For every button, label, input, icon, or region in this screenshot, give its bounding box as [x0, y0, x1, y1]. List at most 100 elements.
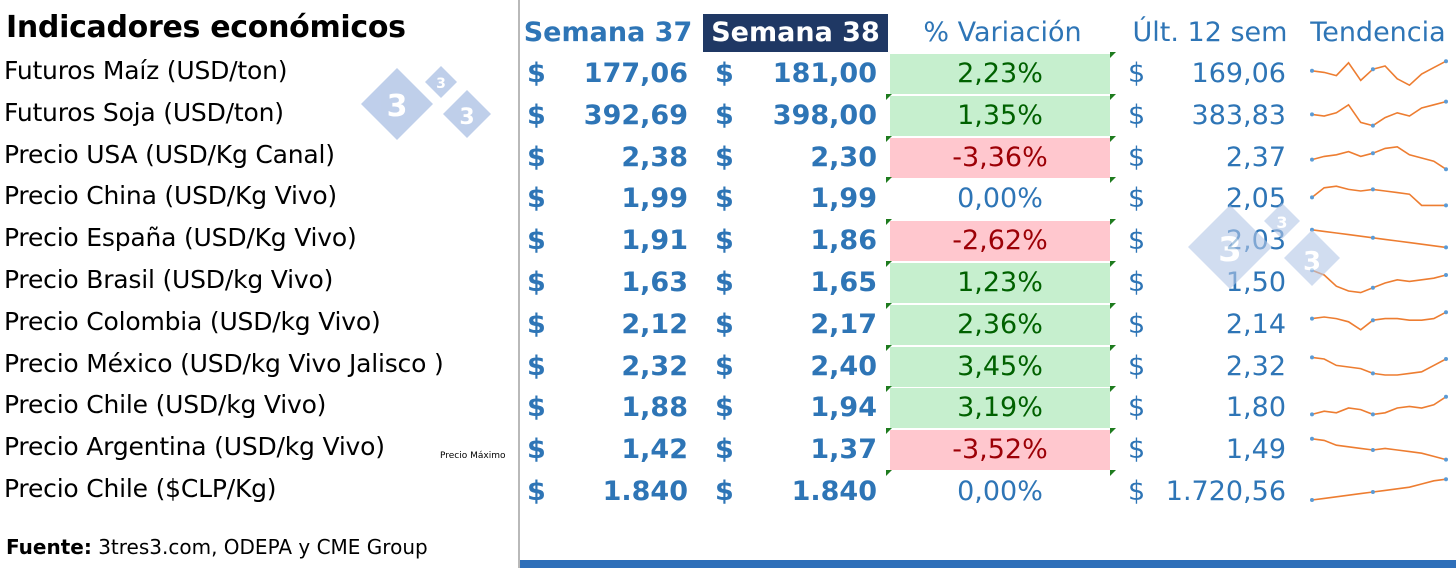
currency-symbol: $: [1128, 225, 1146, 257]
trend-sparkline: [1310, 477, 1448, 502]
week-38-value: 1,86: [810, 225, 877, 257]
sparkline-line: [1311, 438, 1447, 461]
sparkline-point: [1444, 309, 1448, 314]
logo-digit-small: 3: [1276, 213, 1287, 232]
sparkline-point: [1310, 412, 1314, 417]
last-12-weeks-avg: 2,32: [1225, 350, 1286, 382]
currency-symbol: $: [715, 476, 734, 507]
cell-corner-marker: [886, 177, 892, 184]
week-38-value: 181,00: [772, 58, 877, 89]
watermark-logo-right: 3 3 3: [1188, 203, 1340, 289]
sparkline-point: [1370, 150, 1375, 155]
cell-corner-marker: [886, 344, 892, 351]
currency-symbol: $: [715, 308, 734, 340]
week-38-value: 1,94: [810, 392, 877, 424]
week-37-value: 1,63: [621, 267, 688, 298]
argentina-note: Precio Máximo: [440, 451, 506, 461]
currency-symbol: $: [715, 99, 734, 131]
currency-symbol: $: [715, 225, 734, 257]
sparkline-point: [1370, 187, 1375, 192]
cell-corner-marker: [1110, 302, 1116, 309]
sparkline-line: [1311, 229, 1447, 249]
sparkline-point: [1444, 245, 1448, 250]
week-37-value: 177,06: [583, 58, 688, 89]
sparkline-point: [1444, 166, 1448, 171]
last-12-weeks-avg: 2,14: [1225, 308, 1286, 340]
last-12-weeks-avg: 383,83: [1191, 99, 1286, 131]
currency-symbol: $: [1128, 350, 1146, 382]
currency-symbol: $: [1128, 476, 1146, 507]
currency-symbol: $: [1128, 392, 1146, 424]
cell-corner-marker: [886, 302, 892, 309]
currency-symbol: $: [527, 225, 546, 257]
week-37-value: 392,69: [583, 99, 688, 131]
variation-value: -3,36%: [890, 137, 1110, 178]
trend-sparkline: [1310, 227, 1448, 250]
source-text: 3tres3.com, ODEPA y CME Group: [91, 535, 428, 559]
logo-digit-large: 3: [387, 89, 408, 124]
sparkline-point: [1370, 285, 1375, 290]
trend-sparkline: [1310, 354, 1448, 376]
sparkline-line: [1311, 60, 1447, 87]
week-38-value: 1.840: [791, 476, 877, 507]
logo-digit-medium: 3: [459, 105, 474, 130]
sparkline-point: [1370, 370, 1375, 375]
currency-symbol: $: [1128, 267, 1146, 298]
watermark-logo-left: 3 3 3: [361, 66, 491, 140]
week-37-value: 2,12: [621, 308, 688, 340]
week-37-value: 1.840: [602, 476, 688, 507]
sparkline-point: [1370, 412, 1375, 417]
currency-symbol: $: [1128, 183, 1146, 215]
cell-corner-marker: [886, 135, 892, 142]
header-last-12-weeks: Últ. 12 sem: [1132, 17, 1288, 48]
sparkline-point: [1444, 457, 1448, 462]
header-trend: Tendencia: [1310, 17, 1446, 48]
currency-symbol: $: [715, 141, 734, 173]
trend-sparkline: [1310, 145, 1448, 171]
variation-value: 0,00%: [957, 476, 1043, 507]
currency-symbol: $: [527, 183, 546, 215]
indicator-label: Futuros Maíz (USD/ton): [4, 56, 288, 85]
currency-symbol: $: [527, 58, 546, 89]
currency-symbol: $: [527, 141, 546, 173]
currency-symbol: $: [527, 392, 546, 424]
cell-corner-marker: [1110, 344, 1116, 351]
sparkline-point: [1444, 59, 1448, 64]
currency-symbol: $: [1128, 308, 1146, 340]
page-title: Indicadores económicos: [6, 10, 406, 45]
currency-symbol: $: [1128, 141, 1146, 173]
currency-symbol: $: [715, 434, 734, 466]
bottom-bar: [520, 560, 1456, 568]
header-variation: % Variación: [923, 17, 1082, 48]
currency-symbol: $: [527, 267, 546, 298]
week-38-value: 2,40: [810, 350, 877, 382]
logo-digit-medium: 3: [1303, 247, 1321, 277]
cell-corner-marker: [886, 261, 892, 267]
sparkline-line: [1311, 478, 1447, 501]
sparkline-point: [1370, 490, 1375, 494]
week-38-value: 1,99: [810, 183, 877, 215]
variation-value: 0,00%: [957, 183, 1043, 215]
variation-value: -3,52%: [890, 430, 1110, 471]
header-week-38: Semana 38: [703, 14, 888, 52]
sparkline-line: [1311, 396, 1447, 416]
variation-value: 3,45%: [890, 346, 1110, 387]
sparkline-line: [1311, 269, 1447, 294]
indicator-label: Precio México (USD/kg Vivo Jalisco ): [4, 348, 444, 378]
sparkline-line: [1311, 100, 1447, 127]
cell-corner-marker: [886, 219, 892, 226]
last-12-weeks-avg: 1,80: [1225, 392, 1286, 424]
sparkline-point: [1310, 498, 1314, 502]
trend-sparkline: [1310, 185, 1448, 208]
variation-value: 1,23%: [890, 263, 1110, 303]
currency-symbol: $: [1128, 99, 1146, 131]
header-week-37: Semana 37: [523, 17, 693, 48]
cell-corner-marker: [1110, 135, 1116, 142]
sparkline-point: [1370, 67, 1375, 72]
sparkline-point: [1310, 354, 1314, 359]
cell-corner-marker: [1110, 93, 1116, 100]
sparkline-point: [1310, 112, 1314, 117]
sparkline-point: [1370, 235, 1375, 240]
variation-value: 3,19%: [890, 388, 1110, 429]
sparkline-point: [1444, 99, 1448, 104]
